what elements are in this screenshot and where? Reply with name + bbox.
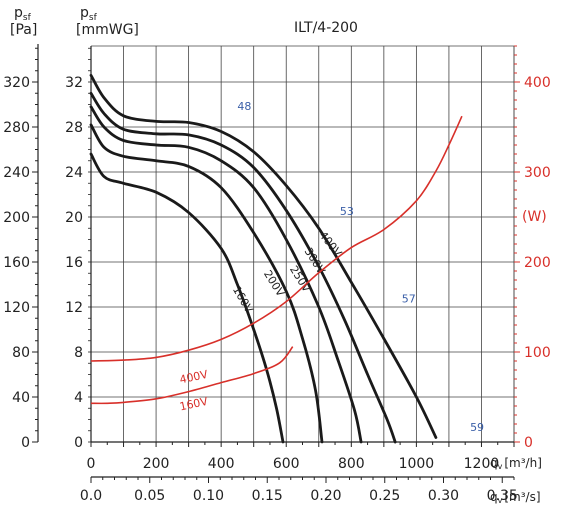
pressure-curve-300V xyxy=(89,91,397,444)
grid-lines xyxy=(90,45,515,443)
m3s-tick-label: 0.25 xyxy=(369,488,400,504)
m3s-tick-label: 0.20 xyxy=(310,488,341,504)
m3h-tick-label: 0 xyxy=(87,456,96,472)
flow-m3s-axis: 0.0 0.05 0.10 0.15 0.20 0.25 0.30 0.35 xyxy=(80,476,518,504)
pa-tick-label: 200 xyxy=(3,210,30,226)
mmwg-axis: 0 4 8 12 16 20 24 28 32 xyxy=(65,46,92,451)
mmwg-tick-label: 0 xyxy=(74,435,83,451)
pa-axis-title: psf xyxy=(14,5,32,23)
m3s-tick-label: 0.30 xyxy=(428,488,459,504)
power-tick-label: 300 xyxy=(524,165,551,181)
efficiency-label: 59 xyxy=(470,421,484,434)
pressure-curve-160V xyxy=(89,152,285,444)
chart-title: ILT/4-200 xyxy=(294,20,358,36)
power-curve-label: 400V xyxy=(178,368,209,387)
power-tick-label: 100 xyxy=(524,345,551,361)
mmwg-tick-label: 16 xyxy=(65,255,83,271)
power-axis: 0 100 200 300 400 xyxy=(514,45,551,451)
pa-tick-label: 240 xyxy=(3,165,30,181)
pa-axis-unit: [Pa] xyxy=(10,22,37,38)
mmwg-axis-title: psf xyxy=(80,5,98,23)
mmwg-axis-unit: [mmWG] xyxy=(76,22,139,38)
power-axis-title: (W) xyxy=(522,209,547,225)
m3h-tick-label: 600 xyxy=(273,456,300,472)
power-tick-label: 200 xyxy=(524,255,551,271)
power-tick-label: 400 xyxy=(524,75,551,91)
m3h-tick-label: 1200 xyxy=(464,456,500,472)
pressure-curve-label: 300V xyxy=(302,245,328,276)
pa-tick-label: 160 xyxy=(3,255,30,271)
efficiency-label: 57 xyxy=(402,293,416,306)
pressure-curve-250V xyxy=(89,105,363,444)
mmwg-tick-label: 32 xyxy=(65,75,83,91)
m3s-tick-label: 0.35 xyxy=(487,488,518,504)
pressure-curve-200V xyxy=(89,123,324,444)
pa-tick-label: 320 xyxy=(3,75,30,91)
efficiency-labels: 48 53 57 59 xyxy=(237,100,484,434)
pa-axis: 0 40 80 120 160 200 240 280 320 xyxy=(3,44,39,451)
mmwg-tick-label: 28 xyxy=(65,120,83,136)
pa-tick-label: 280 xyxy=(3,120,30,136)
power-tick-label: 0 xyxy=(524,435,533,451)
power-curve-160V xyxy=(90,346,294,405)
mmwg-tick-label: 4 xyxy=(74,390,83,406)
m3s-tick-label: 0.15 xyxy=(252,488,283,504)
power-curve-400V xyxy=(90,115,463,362)
mmwg-tick-label: 12 xyxy=(65,300,83,316)
efficiency-label: 53 xyxy=(340,205,354,218)
mmwg-tick-label: 8 xyxy=(74,345,83,361)
flow-m3h-axis: 0 200 400 600 800 1000 1200 xyxy=(87,442,515,472)
m3h-tick-label: 400 xyxy=(208,456,235,472)
pressure-curve-400V xyxy=(89,73,438,439)
mmwg-tick-label: 20 xyxy=(65,210,83,226)
m3s-tick-label: 0.10 xyxy=(193,488,224,504)
m3s-axis-title: qv [m³/s] xyxy=(490,490,541,505)
m3s-tick-label: 0.0 xyxy=(80,488,102,504)
m3h-tick-label: 200 xyxy=(143,456,170,472)
pressure-curve-label: 160V xyxy=(230,284,256,316)
m3s-tick-label: 0.05 xyxy=(134,488,165,504)
power-curves: 400V 160V xyxy=(90,115,463,414)
m3h-axis-title: qv [m³/h] xyxy=(490,456,542,471)
m3h-tick-label: 800 xyxy=(338,456,365,472)
pa-tick-label: 120 xyxy=(3,300,30,316)
mmwg-tick-label: 24 xyxy=(65,165,83,181)
m3h-tick-label: 1000 xyxy=(399,456,435,472)
pa-tick-label: 40 xyxy=(12,390,30,406)
power-curve-label: 160V xyxy=(178,395,209,414)
efficiency-label: 48 xyxy=(237,100,251,113)
pa-tick-label: 80 xyxy=(12,345,30,361)
pa-tick-label: 0 xyxy=(21,435,30,451)
